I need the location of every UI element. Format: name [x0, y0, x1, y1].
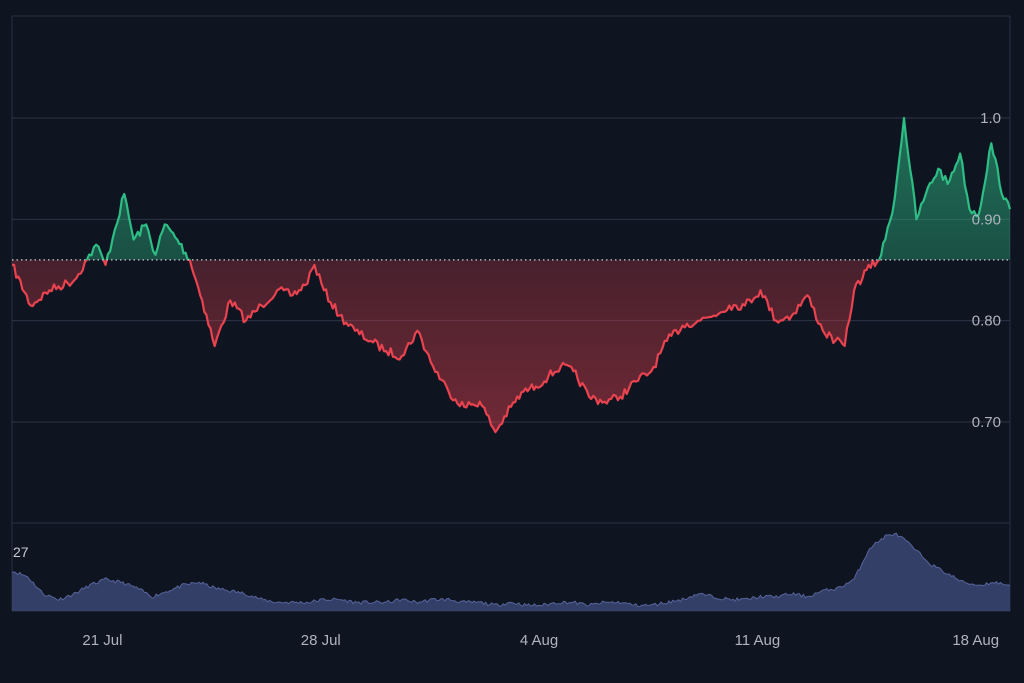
volume-layer [11, 532, 1011, 611]
y-tick-label: 0.80 [972, 313, 1001, 330]
price-line-above [85, 116, 1012, 260]
x-tick-label: 18 Aug [952, 632, 999, 649]
volume-max-label: 27 [13, 544, 29, 560]
line-layer [12, 116, 1012, 434]
fill-above-baseline [86, 118, 1010, 260]
label-layer: 0.70 0.80 0.90 1.0 21 Jul 28 Jul 4 Aug 11 Aug 18… [13, 110, 1001, 649]
y-tick-label: 0.70 [972, 414, 1001, 431]
volume-area [12, 533, 1010, 611]
y-tick-label: 1.0 [980, 110, 1001, 127]
x-tick-label: 11 Aug [735, 632, 781, 649]
fill-layer [12, 118, 1010, 433]
price-line-below [12, 259, 881, 434]
fill-below-baseline [12, 259, 1010, 433]
x-tick-label: 21 Jul [82, 632, 122, 649]
volume-line [11, 532, 1011, 608]
y-tick-label: 0.90 [972, 211, 1001, 228]
x-tick-label: 28 Jul [301, 632, 341, 649]
x-tick-label: 4 Aug [520, 632, 558, 649]
